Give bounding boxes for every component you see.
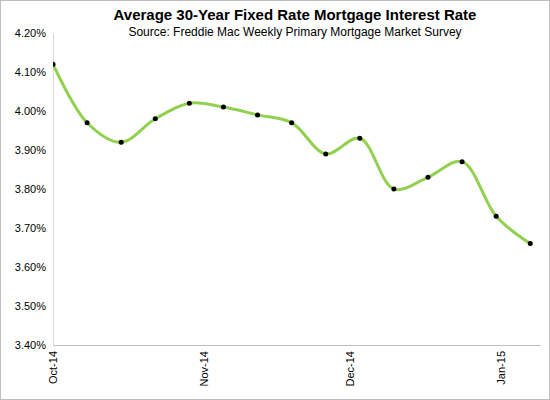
marker <box>425 175 430 180</box>
y-tick: 3.50% <box>15 300 53 312</box>
marker <box>221 105 226 110</box>
x-axis: Oct-14 Nov-14 Dec-14 Jan-15 <box>47 345 540 386</box>
y-tick: 4.10% <box>15 66 53 78</box>
title: Average 30-Year Fixed Rate Mortgage Inte… <box>114 6 477 23</box>
y-tick-label: 4.20% <box>15 27 46 39</box>
y-tick: 3.60% <box>15 261 53 273</box>
marker <box>85 120 90 125</box>
y-tick: 3.70% <box>15 222 53 234</box>
y-tick: 3.90% <box>15 144 53 156</box>
y-tick-label: 3.50% <box>15 300 46 312</box>
marker <box>528 241 533 246</box>
chart-border <box>1 1 550 400</box>
y-tick: 4.00% <box>15 105 53 117</box>
y-tick-label: 3.80% <box>15 183 46 195</box>
plot: 3.40% 3.50% 3.60% 3.70% 3.80% 3.90% 4.00% 4.10%… <box>15 27 541 386</box>
y-tick: 4.20% <box>15 27 53 39</box>
x-tick-label: Nov-14 <box>198 351 210 386</box>
marker <box>494 214 499 219</box>
marker <box>153 116 158 121</box>
x-tick-label: Dec-14 <box>344 351 356 386</box>
y-tick: 3.80% <box>15 183 53 195</box>
x-tick: Oct-14 <box>47 345 59 384</box>
marker <box>323 151 328 156</box>
marker <box>53 62 56 67</box>
y-axis: 3.40% 3.50% 3.60% 3.70% 3.80% 3.90% 4.00% 4.10%… <box>15 27 54 351</box>
x-tick-label: Oct-14 <box>47 351 59 384</box>
y-tick-label: 3.90% <box>15 144 46 156</box>
y-axis-line <box>53 34 54 346</box>
marker <box>187 101 192 106</box>
y-tick-label: 3.60% <box>15 261 46 273</box>
x-tick: Jan-15 <box>495 345 507 385</box>
series <box>53 62 533 246</box>
marker <box>357 136 362 141</box>
x-tick: Nov-14 <box>198 345 210 386</box>
y-tick-label: 4.00% <box>15 105 46 117</box>
subtitle: Source: Freddie Mac Weekly Primary Mortg… <box>128 25 461 39</box>
chart: Average 30-Year Fixed Rate Mortgage Inte… <box>0 0 550 400</box>
y-tick: 3.40% <box>15 339 53 351</box>
marker <box>289 120 294 125</box>
line <box>53 64 530 243</box>
y-tick-label: 3.70% <box>15 222 46 234</box>
x-tick: Dec-14 <box>344 345 356 386</box>
marker <box>391 187 396 192</box>
marker <box>460 159 465 164</box>
marker <box>119 140 124 145</box>
marker <box>255 112 260 117</box>
x-tick-label: Jan-15 <box>495 351 507 385</box>
y-tick-label: 3.40% <box>15 339 46 351</box>
x-axis-line <box>54 345 541 346</box>
y-tick-label: 4.10% <box>15 66 46 78</box>
